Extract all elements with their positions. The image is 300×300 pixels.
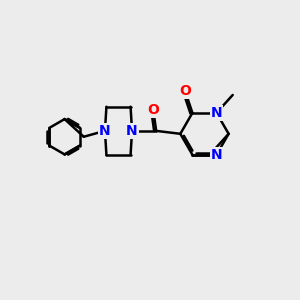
Text: O: O: [147, 103, 159, 117]
Text: N: N: [126, 124, 138, 138]
Text: N: N: [211, 106, 222, 120]
Text: N: N: [211, 148, 222, 162]
Text: N: N: [99, 124, 111, 138]
Text: O: O: [179, 84, 191, 98]
